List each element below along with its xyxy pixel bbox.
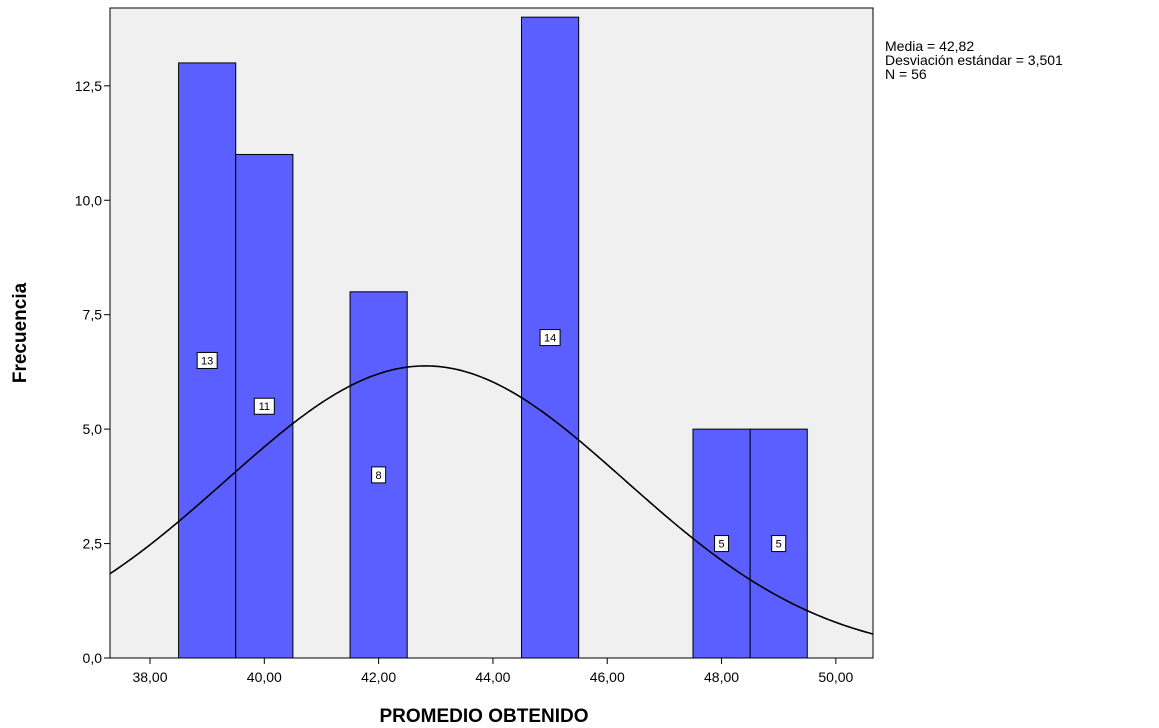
data-label-box-3 (371, 466, 387, 484)
data-label-text-5: 5 (718, 539, 724, 551)
curve-layer (109, 365, 874, 635)
x-tick-label-3: 42,00 (361, 669, 396, 685)
data-label-text-6: 5 (776, 539, 782, 551)
data-label-text-4: 14 (544, 333, 556, 345)
data-label-2: 11 (253, 397, 275, 415)
y-tick-label-5: 10,0 (75, 192, 102, 208)
data-label-box-6 (771, 535, 787, 553)
y-tick-label-3: 5,0 (83, 421, 103, 437)
x-tick-label-6: 48,00 (704, 669, 739, 685)
data-label-box-2 (253, 397, 275, 415)
y-tick-label-4: 7,5 (83, 307, 103, 323)
y-axis: 0,0 2,5 5,0 7,5 10,0 12,5 (75, 78, 110, 666)
data-label-box-1 (196, 351, 218, 369)
data-labels-layer: 13 11 8 14 5 5 (196, 329, 787, 553)
x-tick-label-1: 38,00 (132, 669, 167, 685)
x-tick-label-7: 50,00 (818, 669, 853, 685)
x-tick-label-2: 40,00 (247, 669, 282, 685)
y-tick-label-1: 0,0 (83, 650, 103, 666)
x-axis-title: PROMEDIO OBTENIDO (379, 706, 588, 727)
y-tick-label-2: 2,5 (83, 536, 103, 552)
y-tick-label-6: 12,5 (75, 78, 102, 94)
data-label-text-1: 13 (201, 355, 213, 367)
data-label-6: 5 (771, 535, 787, 553)
x-axis: 38,00 40,00 42,00 44,00 46,00 48,00 50,00 (132, 658, 854, 685)
data-label-1: 13 (196, 351, 218, 369)
data-label-box-5 (714, 535, 730, 553)
y-axis-title: Frecuencia (10, 282, 31, 383)
data-label-3: 8 (371, 466, 387, 484)
data-label-text-2: 11 (259, 401, 270, 413)
data-label-text-3: 8 (376, 470, 382, 482)
normal-curve (109, 365, 874, 635)
stats-line-mean: Media = 42,82 (885, 38, 974, 54)
data-label-5: 5 (714, 535, 730, 553)
data-label-box-4 (539, 329, 561, 347)
data-label-4: 14 (539, 329, 561, 347)
stats-line-sd: Desviación estándar = 3,501 (885, 52, 1063, 68)
x-tick-label-4: 44,00 (475, 669, 510, 685)
x-tick-label-5: 46,00 (590, 669, 625, 685)
stats-box: Media = 42,82 Desviación estándar = 3,50… (885, 38, 1063, 82)
stats-line-n: N = 56 (885, 66, 927, 82)
